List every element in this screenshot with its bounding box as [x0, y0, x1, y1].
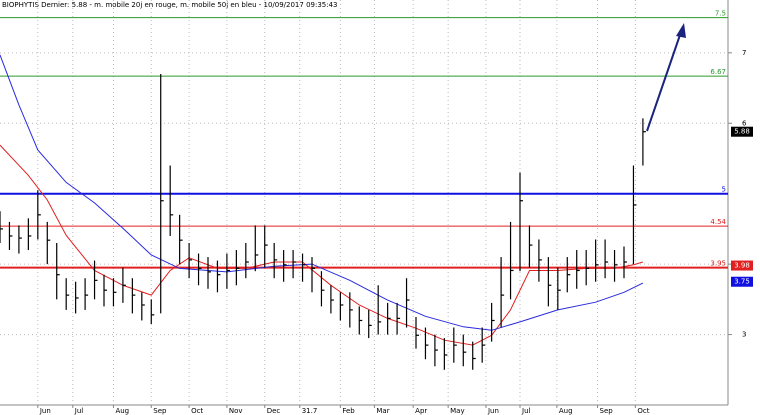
x-tick-label: Jun — [39, 407, 51, 415]
x-tick-label: Sep — [600, 407, 614, 415]
price-marker — [731, 276, 753, 287]
y-tick-label: 6 — [742, 119, 747, 127]
x-tick-label: Oct — [637, 407, 649, 415]
chart-title: BIOPHYTIS Dernier: 5.88 - m. mobile 20j … — [2, 1, 338, 9]
x-tick-label: Apr — [415, 407, 427, 415]
level-label: 7.5 — [715, 10, 726, 18]
x-tick-label: Oct — [191, 407, 203, 415]
x-tick-label: Aug — [559, 407, 573, 415]
arrow-head — [676, 23, 686, 38]
level-label: 3.95 — [710, 260, 726, 268]
level-label: 6.67 — [710, 68, 726, 76]
price-marker-label: 5.88 — [734, 128, 750, 136]
x-tick-label: Jul — [74, 407, 84, 415]
price-marker-label: 3.75 — [734, 278, 750, 286]
x-tick-label: 31.7 — [302, 407, 318, 415]
x-tick-label: May — [450, 407, 464, 415]
x-tick-label: Mar — [376, 407, 389, 415]
level-label: 4.54 — [710, 218, 726, 226]
x-tick-label: Aug — [115, 407, 129, 415]
price-marker — [731, 126, 753, 137]
x-tick-label: Nov — [229, 407, 243, 415]
x-tick-label: Jun — [487, 407, 499, 415]
arrow — [646, 23, 686, 132]
y-tick-label: 3 — [742, 331, 746, 339]
x-tick-label: Jul — [521, 407, 531, 415]
price-marker-label: 3.98 — [734, 262, 750, 270]
arrow-shaft — [646, 31, 682, 132]
price-marker — [731, 260, 753, 271]
x-tick-label: Feb — [342, 407, 355, 415]
y-tick-label: 7 — [742, 49, 746, 57]
x-tick-label: Sep — [153, 407, 167, 415]
level-label: 5 — [722, 186, 726, 194]
x-tick-label: Dec — [267, 407, 281, 415]
